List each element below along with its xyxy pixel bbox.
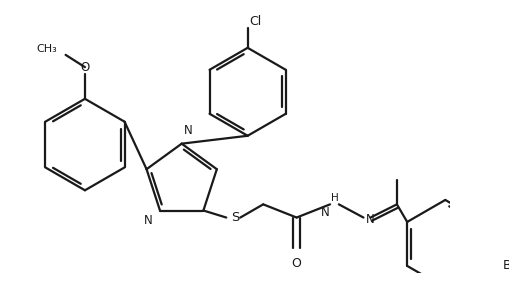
- Text: H: H: [330, 194, 338, 203]
- Text: O: O: [80, 61, 90, 74]
- Text: N: N: [144, 214, 153, 227]
- Text: Br: Br: [502, 259, 509, 272]
- Text: CH₃: CH₃: [36, 44, 56, 54]
- Text: S: S: [231, 211, 239, 224]
- Text: N: N: [365, 213, 374, 226]
- Text: O: O: [291, 257, 301, 270]
- Text: N: N: [320, 206, 328, 219]
- Text: Cl: Cl: [249, 15, 261, 28]
- Text: N: N: [183, 124, 192, 137]
